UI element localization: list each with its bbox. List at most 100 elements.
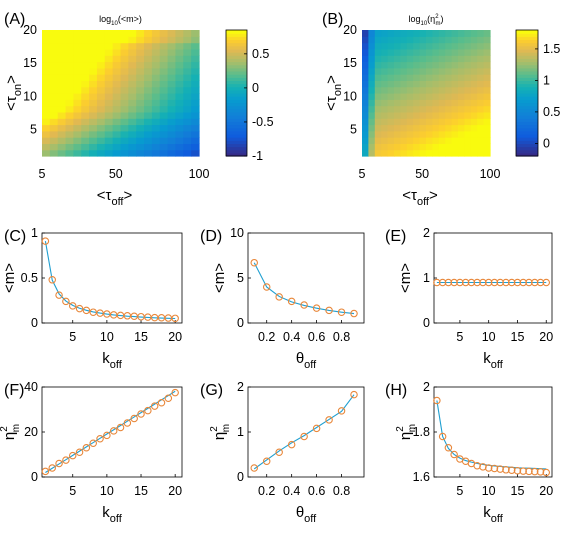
heatmap-cell (104, 137, 114, 144)
heatmap-cell (426, 118, 433, 126)
heatmap-cell (167, 36, 177, 44)
heatmap-cell (57, 137, 67, 144)
heatmap-cell (112, 30, 122, 37)
heatmap-cell (451, 111, 459, 119)
heatmap-cell (159, 30, 169, 37)
heatmap-cell (73, 80, 82, 88)
x-axis-label-post: > (123, 187, 132, 204)
y-tick-label: 20 (343, 23, 357, 37)
heatmap-cell (175, 149, 184, 157)
data-point (513, 466, 522, 475)
heatmap-cell (144, 143, 153, 151)
heatmap-cell (57, 118, 67, 126)
heatmap-cell (112, 124, 122, 132)
heatmap-cell (432, 143, 440, 151)
data-point (300, 301, 308, 309)
heatmap-cell (183, 48, 192, 56)
heatmap-cell (400, 93, 408, 100)
y-tick-label: 0.5 (21, 271, 38, 285)
heatmap-cell (445, 55, 453, 63)
x-tick-label: 5 (456, 484, 463, 498)
y-tick-label: 40 (24, 380, 38, 394)
heatmap-cell (144, 149, 153, 157)
heatmap-cell (426, 48, 433, 56)
heatmap-cell (362, 93, 369, 100)
heatmap-cell (477, 124, 485, 132)
heatmap-cell (394, 118, 401, 126)
x-axis-label-main: <τ (97, 187, 112, 204)
heatmap-cell (167, 42, 177, 50)
heatmap-cell (470, 130, 478, 138)
colorbar-segment (226, 118, 247, 122)
colorbar-tick-label: 0 (252, 81, 259, 95)
heatmap-cell (470, 30, 478, 37)
heatmap-cell (128, 137, 137, 144)
heatmap-cell (426, 30, 433, 37)
heatmap-cell (167, 86, 177, 94)
heatmap-cell (120, 149, 129, 157)
colorbar-segment (226, 83, 247, 88)
heatmap-cell (470, 118, 478, 126)
colorbar-segment (516, 143, 538, 148)
heatmap-cell (406, 86, 414, 94)
heatmap-cell (413, 36, 421, 44)
heatmap-cell (96, 137, 106, 144)
heatmap-cell (394, 86, 401, 94)
colorbar-segment (516, 36, 538, 41)
colorbar-tick-label: 0.5 (252, 47, 269, 61)
heatmap-cell (362, 86, 369, 94)
heatmap-cell (89, 130, 98, 138)
heatmap-cell (42, 30, 51, 37)
x-axis-label-post: > (429, 187, 438, 204)
heatmap-cell (374, 80, 382, 88)
heatmap-cell (470, 111, 478, 119)
heatmap-cell (159, 99, 169, 107)
heatmap-cell (175, 55, 184, 63)
heatmap-cell (42, 80, 51, 88)
heatmap-cell (381, 67, 389, 75)
data-point (519, 278, 527, 287)
y-tick-label: 1.6 (413, 470, 430, 484)
colorbar-segment (226, 140, 247, 144)
heatmap-cell (362, 118, 369, 126)
heatmap-cell (120, 124, 129, 132)
heatmap-cell (387, 67, 395, 75)
x-tick-label: 10 (100, 484, 114, 498)
heatmap-cell (413, 55, 421, 63)
heatmap-cell (368, 99, 376, 107)
heatmap-cell (151, 105, 161, 113)
y-tick-label: 0 (423, 316, 430, 330)
heatmap-cell (438, 86, 446, 94)
data-point (473, 278, 481, 287)
heatmap-cell (81, 124, 90, 132)
title-sub2: m (436, 21, 441, 27)
y-axis-label-main: <m> (1, 263, 18, 293)
heatmap-cell (374, 149, 382, 157)
x-tick-label: 50 (109, 167, 123, 181)
data-point (450, 450, 458, 459)
x-axis-label-main: k (483, 504, 491, 521)
heatmap-cell (458, 124, 465, 132)
data-point (82, 443, 91, 452)
heatmap-cell (183, 55, 192, 63)
colorbar-segment (226, 52, 247, 56)
y-axis-label-main: η (211, 432, 228, 440)
heatmap-cell (96, 61, 106, 69)
heatmap-cell (191, 67, 200, 75)
heatmap-cell (374, 99, 382, 107)
heatmap-cell (57, 80, 67, 88)
colorbar-segment (226, 74, 247, 78)
heatmap-cell (49, 118, 59, 126)
heatmap-cell (104, 149, 114, 157)
heatmap-cell (477, 55, 485, 63)
heatmap-cell (175, 105, 184, 113)
heatmap-cell (387, 143, 395, 151)
heatmap-cell (458, 99, 465, 107)
colorbar-segment (516, 140, 538, 144)
heatmap-cell (413, 130, 421, 138)
x-tick-label: 5 (69, 484, 76, 498)
colorbar-tick-label: 0 (543, 136, 550, 150)
heatmap-cell (426, 80, 433, 88)
heatmap-cell (89, 61, 98, 69)
y-axis-label-text: <m> (1, 263, 18, 293)
